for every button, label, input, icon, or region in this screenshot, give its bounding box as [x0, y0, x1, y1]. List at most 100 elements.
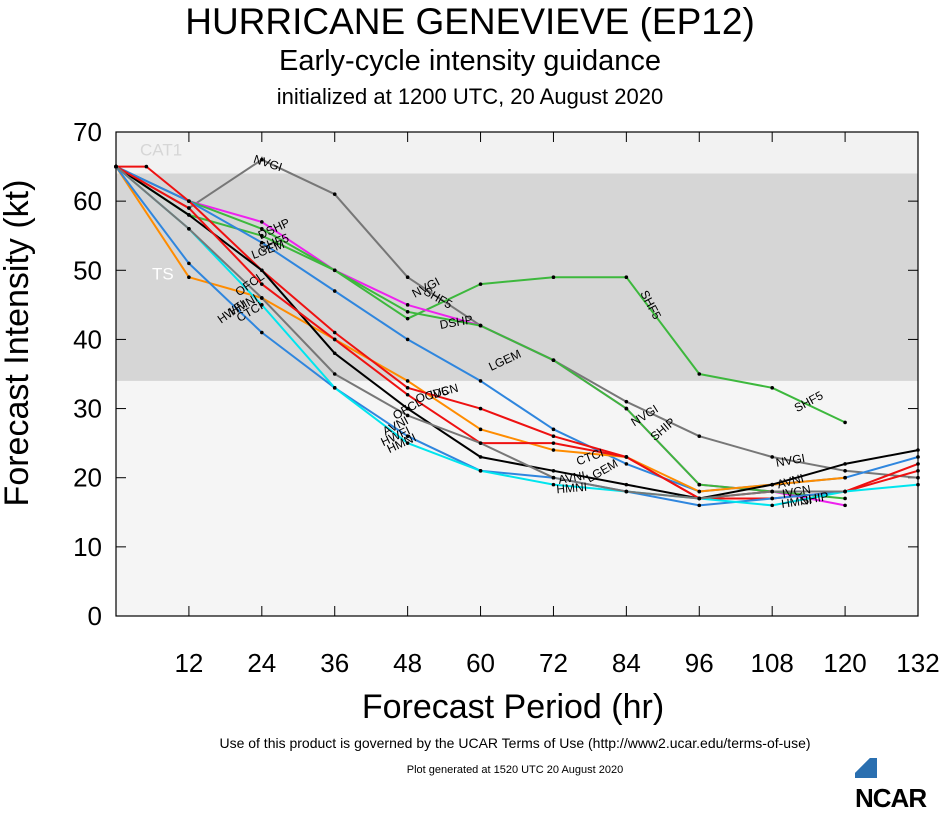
point-ctci — [551, 469, 556, 473]
point-ocd5 — [843, 475, 847, 480]
series-line-ctci — [115, 165, 919, 500]
x-tick-label: 24 — [247, 648, 276, 678]
label-ivcn: IVCN — [781, 482, 812, 501]
point-ctci — [770, 482, 774, 487]
point-avni — [624, 489, 629, 494]
point-hwfi — [405, 434, 410, 439]
point-ofcl — [551, 434, 556, 439]
point-ivcn — [624, 455, 629, 459]
point-ship — [551, 358, 556, 362]
point-avni — [551, 475, 556, 480]
point-ivcn — [260, 282, 264, 286]
init-time: initialized at 1200 UTC, 20 August 2020 — [276, 84, 664, 109]
point-nvgi — [770, 455, 774, 459]
point-lgem — [405, 337, 410, 342]
x-tick-label: 120 — [823, 648, 866, 678]
point-ocd5 — [551, 448, 556, 452]
x-axis-label: Forecast Period (hr) — [362, 688, 664, 726]
point-shf5 — [551, 275, 556, 280]
point-ofcl — [916, 462, 920, 466]
point-avni — [478, 441, 483, 445]
point-nvgi — [916, 475, 920, 480]
point-shf5 — [697, 372, 702, 376]
point-ctci — [260, 268, 264, 273]
point-hwfi — [770, 496, 774, 501]
point-shf5 — [843, 420, 847, 425]
point-avni — [332, 372, 337, 376]
y-tick-label: 20 — [73, 463, 102, 493]
point-ocd5 — [405, 379, 410, 383]
y-tick-label: 30 — [73, 394, 102, 424]
chart-title: HURRICANE GENEVIEVE (EP12) — [185, 1, 755, 42]
point-ship — [478, 323, 483, 328]
point-hwfi — [260, 330, 264, 335]
point-ocd5 — [697, 489, 702, 494]
point-lgem — [916, 455, 920, 459]
label-dshp: DSHP — [439, 312, 474, 332]
point-hmni — [916, 482, 920, 487]
point-avni — [405, 413, 410, 418]
point-lgem — [260, 240, 264, 245]
y-tick-label: 10 — [73, 532, 102, 562]
point-avni — [843, 489, 847, 494]
series-line-hmni — [115, 165, 919, 507]
point-hmni — [551, 482, 556, 487]
x-tick-label: 132 — [896, 648, 939, 678]
point-ofcl — [405, 386, 410, 390]
point-ivcn — [916, 469, 920, 473]
point-hmni — [260, 303, 264, 307]
x-tick-label: 108 — [750, 648, 793, 678]
band-cat1 — [116, 132, 918, 174]
label-ship: SHIP — [800, 489, 830, 508]
axes: 0 10 20 30 40 50 60 70 12 24 36 48 60 72 84 96 108 120 132 — [73, 117, 940, 678]
point-lgem — [624, 462, 629, 466]
point-ocd5 — [478, 427, 483, 432]
point-dshp — [405, 303, 410, 307]
point-hwfi — [187, 261, 191, 266]
point-shf5 — [478, 282, 483, 286]
point-ivcn — [187, 206, 191, 210]
x-tick-label: 36 — [320, 648, 349, 678]
x-tick-label: 12 — [174, 648, 203, 678]
x-tick-label: 60 — [466, 648, 495, 678]
point-ship — [697, 482, 702, 487]
point-nvgi — [260, 157, 264, 162]
point-ship — [624, 406, 629, 411]
point-ship — [260, 227, 264, 231]
chart-subtitle: Early-cycle intensity guidance — [278, 45, 661, 77]
point-ctci — [187, 213, 191, 217]
y-tick-label: 60 — [73, 186, 102, 216]
point-ivcn — [332, 337, 337, 342]
point-ship — [405, 309, 410, 314]
point-ctci — [405, 406, 410, 411]
point-nvgi — [332, 192, 337, 197]
ncar-logo-text: NCAR — [855, 783, 927, 813]
point-dshp — [260, 220, 264, 224]
point-ctci — [624, 482, 629, 487]
ncar-logo-icon — [855, 758, 877, 778]
point-avni — [697, 496, 702, 501]
point-avni — [114, 164, 118, 169]
label-hmni: HMNI — [780, 493, 812, 511]
point-ofcl — [187, 199, 191, 203]
point-hmni — [770, 503, 774, 508]
point-ctci — [332, 351, 337, 356]
x-tick-label: 48 — [393, 648, 422, 678]
x-tick-label: 84 — [612, 648, 641, 678]
series-points — [114, 157, 920, 508]
label-hmni: HMNI — [556, 480, 588, 497]
point-hwfi — [697, 503, 702, 508]
x-tick-label: 72 — [539, 648, 568, 678]
point-nvgi — [405, 275, 410, 280]
label-nvgi: NVGI — [775, 451, 806, 470]
point-hmni — [478, 469, 483, 473]
band-label-ts: TS — [152, 265, 174, 284]
intensity-chart: CAT1 TS 0 10 20 30 40 50 60 70 12 24 36 48 60 72 84 96 10… — [0, 117, 940, 726]
point-ofcl — [332, 330, 337, 335]
x-tick-label: 96 — [685, 648, 714, 678]
point-avni — [770, 489, 774, 494]
y-axis-label: Forecast Intensity (kt) — [0, 180, 36, 507]
point-ship — [332, 268, 337, 273]
point-ivcn — [551, 441, 556, 445]
point-shf5 — [624, 275, 629, 280]
